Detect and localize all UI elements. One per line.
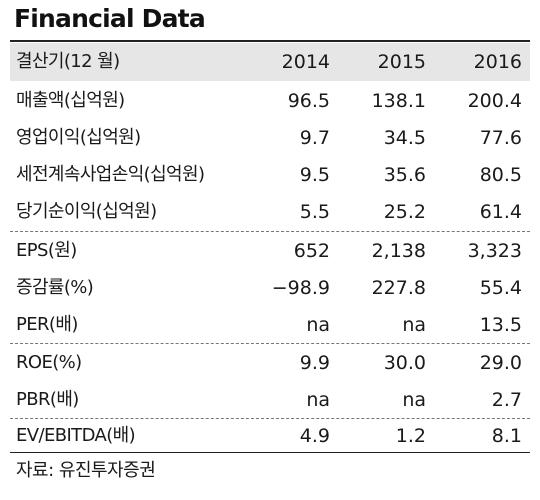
header-label: 결산기(12 월) [16, 51, 120, 72]
table-title: Financial Data [14, 4, 206, 33]
section-divider [10, 231, 530, 232]
table-row: 당기순이익(십억원) 5.5 25.2 61.4 [10, 193, 530, 231]
cell-2015: 35.6 [383, 164, 426, 186]
row-label: EPS(원) [16, 240, 77, 261]
cell-2015: 138.1 [371, 90, 426, 112]
section-divider [10, 418, 530, 419]
table-row: PBR(배) na na 2.7 [10, 381, 530, 419]
cell-2014: na [306, 389, 330, 411]
cell-2016: 80.5 [479, 164, 522, 186]
cell-2016: 8.1 [491, 425, 522, 447]
table-row: PER(배) na na 13.5 [10, 306, 530, 344]
cell-2015: 2,138 [371, 240, 426, 262]
cell-2016: 3,323 [467, 240, 522, 262]
cell-2015: 25.2 [383, 201, 426, 223]
row-label: ROE(%) [16, 352, 82, 373]
table-row: EPS(원) 652 2,138 3,323 [10, 232, 530, 270]
table-row: EV/EBITDA(배) 4.9 1.2 8.1 [10, 417, 530, 455]
table-row: 매출액(십억원) 96.5 138.1 200.4 [10, 82, 530, 120]
cell-2014: 5.5 [299, 201, 330, 223]
cell-2016: 77.6 [479, 127, 522, 149]
year-2016: 2016 [473, 51, 522, 73]
section-divider [10, 343, 530, 344]
cell-2015: na [402, 389, 426, 411]
cell-2016: 61.4 [479, 201, 522, 223]
cell-2014: na [306, 314, 330, 336]
cell-2016: 55.4 [479, 277, 522, 299]
cell-2014: 96.5 [287, 90, 330, 112]
row-label: PBR(배) [16, 389, 79, 410]
year-2014: 2014 [281, 51, 330, 73]
cell-2016: 2.7 [491, 389, 522, 411]
row-label: EV/EBITDA(배) [16, 425, 136, 446]
table-row: ROE(%) 9.9 30.0 29.0 [10, 344, 530, 382]
cell-2014: 4.9 [299, 425, 330, 447]
table-row: 증감률(%) −98.9 227.8 55.4 [10, 269, 530, 307]
bottom-rule [10, 452, 530, 453]
row-label: 영업이익(십억원) [16, 127, 141, 148]
cell-2014: −98.9 [271, 277, 330, 299]
cell-2016: 200.4 [467, 90, 522, 112]
cell-2015: 227.8 [371, 277, 426, 299]
year-2015: 2015 [377, 51, 426, 73]
row-label: 매출액(십억원) [16, 90, 125, 111]
cell-2014: 9.5 [299, 164, 330, 186]
cell-2015: 34.5 [383, 127, 426, 149]
cell-2014: 9.7 [299, 127, 330, 149]
header-row: 결산기(12 월) 2014 2015 2016 [10, 43, 530, 81]
cell-2015: 30.0 [383, 352, 426, 374]
cell-2015: 1.2 [395, 425, 426, 447]
row-label: 당기순이익(십억원) [16, 201, 157, 222]
cell-2014: 9.9 [299, 352, 330, 374]
cell-2016: 13.5 [479, 314, 522, 336]
row-label: PER(배) [16, 314, 78, 335]
source-note: 자료: 유진투자증권 [16, 460, 156, 481]
table-row: 세전계속사업손익(십억원) 9.5 35.6 80.5 [10, 156, 530, 194]
row-label: 증감률(%) [16, 277, 94, 298]
cell-2015: na [402, 314, 426, 336]
top-rule [10, 40, 530, 42]
row-label: 세전계속사업손익(십억원) [16, 164, 205, 185]
cell-2016: 29.0 [479, 352, 522, 374]
cell-2014: 652 [293, 240, 330, 262]
table-row: 영업이익(십억원) 9.7 34.5 77.6 [10, 119, 530, 157]
